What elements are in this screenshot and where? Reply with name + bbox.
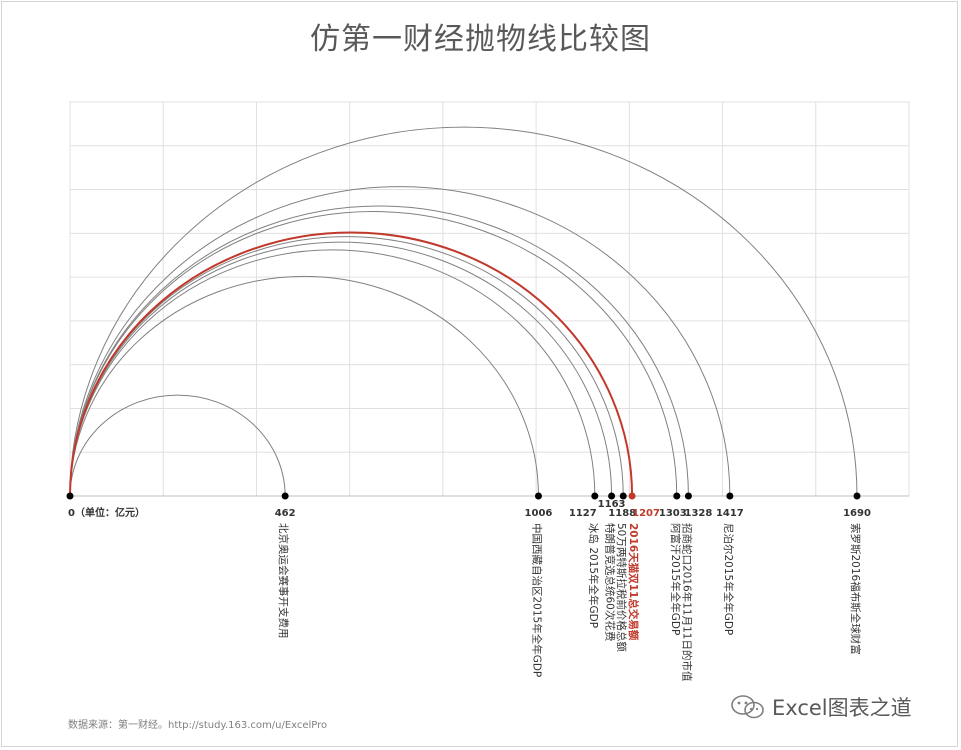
arc-1163 [69,241,613,497]
source-note: 数据来源：第一财经。http://study.163.com/u/ExcelPr… [68,720,328,731]
point-1417 [726,492,734,500]
value-label-1188: 1188 [608,508,636,519]
category-label-462: 北京奥运会赛事开支费用 [277,523,290,639]
point-462 [281,492,289,500]
category-label-1127: 冰岛 2015年全年GDP [587,523,600,628]
arc-1303 [69,210,678,497]
value-label-1690: 1690 [843,508,871,519]
point-1188 [619,492,627,500]
category-label-1188: 50万两特斯拉税前价格总额 [615,523,628,652]
value-label-462: 462 [275,508,296,519]
arc-1127 [69,249,596,497]
category-label-1207: 2016天猫双11总交易额 [627,523,640,641]
value-label-1163: 1163 [598,499,626,510]
wechat-icon [731,695,764,719]
arc-1188 [69,236,624,497]
point-1127 [591,492,599,500]
point-1006 [534,492,542,500]
value-label-1303: 1303 [659,508,687,519]
point-1303 [673,492,681,500]
arc-1690 [69,126,858,497]
value-label-1207: 1207 [632,508,660,519]
arcs [69,126,858,497]
arc-1207 [69,231,634,497]
watermark: Excel图表之道 [730,692,912,722]
origin-point [66,492,74,500]
watermark-text: Excel图表之道 [772,696,912,720]
point-1328 [684,492,692,500]
labels: 0（单位：亿元） 462 北京奥运会赛事开支费用 1006 中国西藏自治区2015年全年… [68,499,871,682]
value-label-1328: 1328 [685,508,713,519]
chart-title: 仿第一财经抛物线比较图 [310,22,651,57]
origin-label: 0（单位：亿元） [68,506,145,519]
arc-1006 [69,275,539,497]
category-label-1328: 招商蛇口2016年11月11日的市值 [680,523,693,682]
point-1207 [628,492,636,500]
category-label-1303: 阿富汗2015年全年GDP [669,523,682,635]
category-label-1417: 尼泊尔2015年全年GDP [722,523,735,635]
point-1163 [608,492,616,500]
value-label-1417: 1417 [716,508,744,519]
points [66,492,861,500]
arc-462 [69,394,286,497]
category-label-1163: 特朗普竞选总统60次花费 [604,523,617,641]
value-label-1127: 1127 [569,508,597,519]
category-label-1006: 中国西藏自治区2015年全年GDP [530,523,543,677]
category-label-1690: 索罗斯2016福布斯全球财富 [849,523,862,655]
arc-1328 [69,205,689,497]
point-1690 [853,492,861,500]
value-label-1006: 1006 [525,508,553,519]
